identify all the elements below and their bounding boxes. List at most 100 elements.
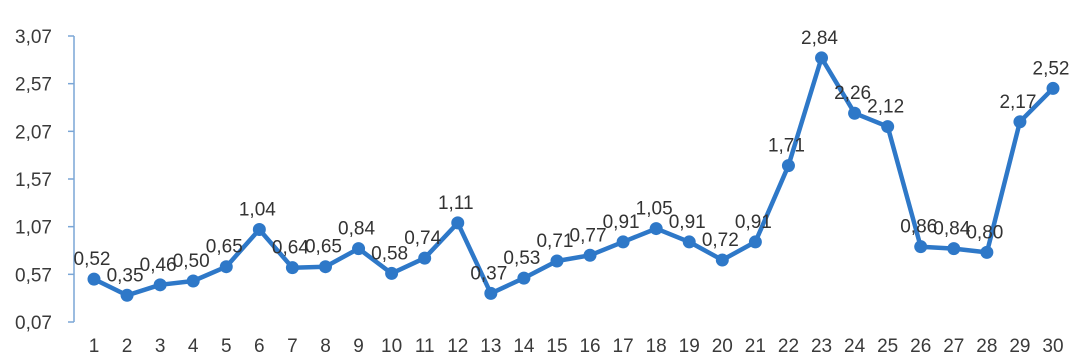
data-label: 1,05 (636, 199, 673, 220)
data-point (186, 274, 200, 288)
x-tick-label: 10 (381, 336, 402, 357)
y-tick-label: 1,07 (15, 218, 52, 239)
data-label: 2,84 (801, 28, 838, 49)
x-tick-label: 17 (613, 336, 634, 357)
data-point (947, 242, 961, 256)
x-tick-label: 5 (221, 336, 232, 357)
data-label: 0,84 (933, 219, 970, 240)
x-tick-label: 7 (287, 336, 298, 357)
data-label: 0,72 (702, 230, 739, 251)
data-label: 0,91 (603, 212, 640, 233)
data-point (219, 260, 233, 274)
data-label: 0,80 (966, 222, 1003, 243)
data-point (1046, 81, 1060, 95)
y-ticks: 0,07 0,57 1,07 1,57 2,07 2,57 3,07 (15, 27, 74, 334)
data-label: 0,37 (470, 263, 507, 284)
data-point (385, 266, 399, 280)
data-label: 0,74 (404, 228, 441, 249)
data-point (550, 254, 564, 268)
data-label: 0,77 (570, 225, 607, 246)
data-label: 1,04 (239, 200, 276, 221)
x-tick-label: 28 (976, 336, 997, 357)
data-point (583, 248, 597, 262)
data-label: 0,84 (338, 219, 375, 240)
x-tick-label: 24 (844, 336, 866, 357)
x-tick-label: 3 (155, 336, 166, 357)
data-label: 0,65 (305, 237, 342, 258)
y-tick-label: 2,57 (15, 75, 52, 96)
x-tick-label: 26 (910, 336, 931, 357)
y-tick-label: 2,07 (15, 122, 52, 143)
data-point (815, 51, 829, 65)
x-tick-label: 30 (1042, 336, 1063, 357)
data-point (781, 159, 795, 173)
data-label: 0,35 (107, 265, 144, 286)
data-label: 2,17 (999, 92, 1036, 113)
data-point (153, 278, 167, 292)
data-label: 0,53 (503, 248, 540, 269)
data-label: 0,71 (536, 231, 573, 252)
x-tick-label: 9 (353, 336, 364, 357)
x-tick-label: 13 (480, 336, 501, 357)
markers (87, 51, 1060, 302)
data-point (451, 216, 465, 230)
data-label: 0,46 (140, 255, 177, 276)
data-point (318, 260, 332, 274)
data-label: 1,71 (768, 136, 805, 157)
data-label: 0,58 (371, 243, 408, 264)
data-point (484, 286, 498, 300)
data-point (418, 251, 432, 265)
x-tick-label: 11 (415, 336, 435, 357)
data-point (252, 223, 266, 237)
x-tick-label: 2 (122, 336, 133, 357)
data-label: 2,52 (1033, 58, 1070, 79)
x-tick-label: 12 (447, 336, 468, 357)
data-point (914, 240, 928, 254)
data-point (352, 242, 366, 256)
data-point (285, 261, 299, 275)
data-point (980, 245, 994, 259)
data-point (517, 271, 531, 285)
data-label: 0,64 (272, 238, 309, 259)
x-tick-label: 15 (546, 336, 567, 357)
y-tick-label: 0,57 (15, 265, 52, 286)
x-tick-label: 14 (513, 336, 535, 357)
x-tick-label: 1 (89, 336, 100, 357)
series-line (91, 55, 1056, 298)
x-tick-label: 4 (188, 336, 199, 357)
x-tick-label: 18 (646, 336, 667, 357)
data-label: 0,65 (206, 237, 243, 258)
data-point (848, 106, 862, 120)
y-tick-label: 3,07 (15, 27, 52, 48)
x-tick-label: 21 (745, 336, 766, 357)
data-label: 0,91 (669, 212, 706, 233)
data-label: 0,50 (173, 251, 210, 272)
data-point (881, 120, 895, 134)
x-tick-label: 27 (943, 336, 964, 357)
data-label: 0,86 (900, 217, 937, 238)
y-tick-label: 1,57 (15, 170, 52, 191)
x-tick-label: 6 (254, 336, 265, 357)
x-tick-label: 23 (811, 336, 832, 357)
x-tick-label: 20 (712, 336, 733, 357)
y-tick-label: 0,07 (15, 313, 52, 334)
x-tick-label: 25 (877, 336, 898, 357)
data-labels: 0,520,350,460,500,651,040,640,650,840,58… (74, 28, 1070, 286)
data-point (748, 235, 762, 249)
x-tick-label: 22 (778, 336, 799, 357)
data-point (715, 253, 729, 267)
data-point (120, 288, 134, 302)
data-label: 2,12 (867, 97, 904, 118)
data-point (682, 235, 696, 249)
data-point (616, 235, 630, 249)
x-tick-label: 19 (679, 336, 700, 357)
data-label: 1,11 (438, 193, 474, 214)
data-label: 2,26 (834, 83, 871, 104)
x-tick-label: 29 (1009, 336, 1030, 357)
x-tick-label: 16 (579, 336, 600, 357)
data-label: 0,91 (735, 212, 772, 233)
data-label: 0,52 (74, 249, 111, 270)
data-point (1013, 115, 1027, 129)
